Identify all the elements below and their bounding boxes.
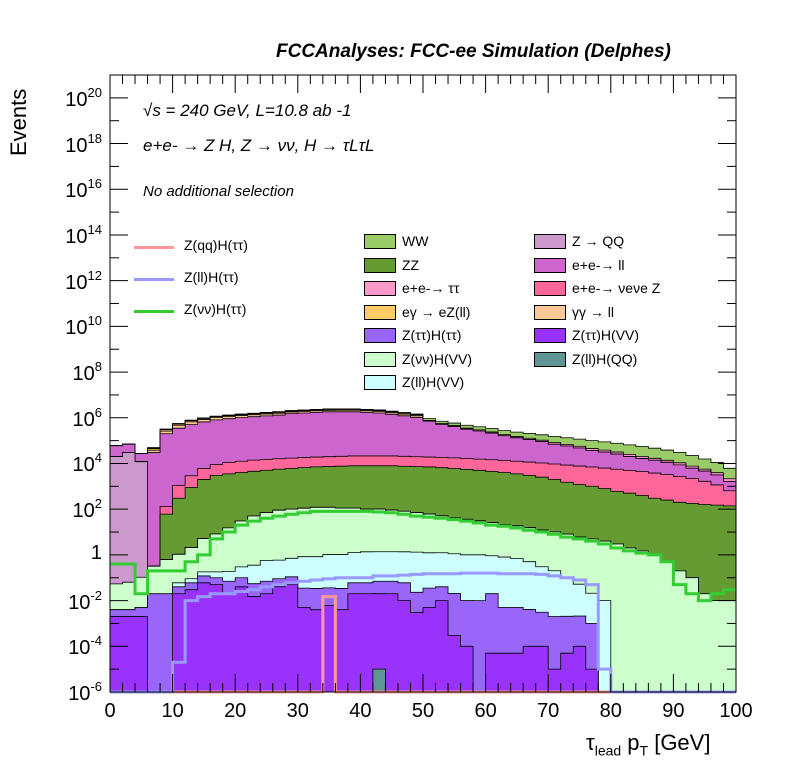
x-tick-label: 100 <box>719 700 753 722</box>
annotation-selection: No additional selection <box>143 183 294 200</box>
legend-swatch <box>364 304 396 320</box>
legend-label: Z(ll)H(QQ) <box>572 350 638 367</box>
x-tick-label: 0 <box>104 700 116 722</box>
legend-label: Z(ττ)H(ττ) <box>402 327 462 343</box>
annotation-process: e+e- → Z H, Z → νν, H → τLτL <box>143 136 375 155</box>
signal-z-h <box>110 509 736 603</box>
y-tick-label: 1012 <box>65 267 102 294</box>
legend-label: Z(νν)H(ττ) <box>184 301 247 317</box>
y-tick-label: 1020 <box>65 84 102 111</box>
y-tick-label: 1018 <box>65 130 102 157</box>
legend-label: γγ → ll <box>572 303 614 320</box>
x-tick-label: 10 <box>161 700 184 722</box>
y-tick-label: 102 <box>72 496 102 523</box>
stack-z-h-vv <box>109 582 736 693</box>
x-axis-label-p-sub: T <box>639 742 649 759</box>
y-tick-label: 1010 <box>65 313 102 340</box>
legend-swatch <box>364 351 396 367</box>
legend-swatch <box>534 257 566 273</box>
y-tick-label: 10-6 <box>68 679 102 705</box>
legend-label: Z(ll)H(ττ) <box>184 269 239 285</box>
legend-swatch <box>364 257 396 273</box>
chart-header: FCCAnalyses: FCC-ee Simulation (Delphes) <box>276 41 671 62</box>
legend-label: e+e-→ ττ <box>402 280 460 296</box>
x-axis-label-unit: [GeV] <box>648 730 711 755</box>
x-tick-label: 60 <box>474 700 497 722</box>
legend-swatch <box>364 281 396 296</box>
signal-z-ll-h <box>110 571 736 694</box>
x-axis-label: τlead pT [GeV] <box>586 730 710 758</box>
y-tick-label: 10-2 <box>68 587 102 614</box>
x-axis-label-tau: τ <box>586 730 595 755</box>
legend-label: ZZ <box>402 256 420 273</box>
legend-swatch <box>364 375 396 390</box>
legend-swatch <box>364 234 396 249</box>
y-tick-label: 10-4 <box>68 633 102 660</box>
y-tick-label: 1014 <box>65 221 102 248</box>
legend-label: Z(νν)H(VV) <box>402 350 472 367</box>
x-tick-label: 40 <box>349 700 372 722</box>
x-axis-label-p: p <box>621 730 640 755</box>
legend-label: e+e-→ νeνe Z <box>572 280 661 296</box>
y-tick-label: 104 <box>72 450 102 477</box>
x-tick-label: 90 <box>662 700 685 722</box>
x-axis-label-tau-sub: lead <box>594 742 622 759</box>
legend-label: eγ → eZ(ll) <box>402 303 471 320</box>
x-tick-label: 30 <box>286 700 309 722</box>
legend-label: Z(ττ)H(VV) <box>572 327 640 343</box>
legend-line-swatch <box>134 310 174 313</box>
legend-swatch <box>534 234 566 249</box>
legend-swatch <box>534 281 566 296</box>
legend-swatch <box>364 328 396 343</box>
legend-swatch <box>534 328 566 343</box>
y-tick-label: 1 <box>90 541 102 564</box>
legend-label: e+e-→ ll <box>572 256 625 273</box>
x-tick-label: 80 <box>599 700 622 722</box>
legend-label: Z → QQ <box>572 233 625 249</box>
x-tick-label: 20 <box>224 700 247 722</box>
legend-swatch <box>534 304 566 320</box>
legend-label: WW <box>402 233 429 249</box>
y-tick-label: 1016 <box>65 176 102 203</box>
legend-line-swatch <box>134 278 174 281</box>
y-tick-label: 106 <box>72 404 102 431</box>
annotation-energy-lumi: √s = 240 GeV, L=10.8 ab -1 <box>143 101 352 120</box>
x-tick-label: 70 <box>537 700 560 722</box>
legend-label: Z(ll)H(VV) <box>402 374 465 390</box>
legend-swatch <box>534 351 566 367</box>
legend-line-swatch <box>134 246 174 249</box>
y-tick-label: 108 <box>72 359 102 386</box>
legend-label: Z(qq)H(ττ) <box>184 237 248 253</box>
x-tick-label: 50 <box>411 700 435 722</box>
